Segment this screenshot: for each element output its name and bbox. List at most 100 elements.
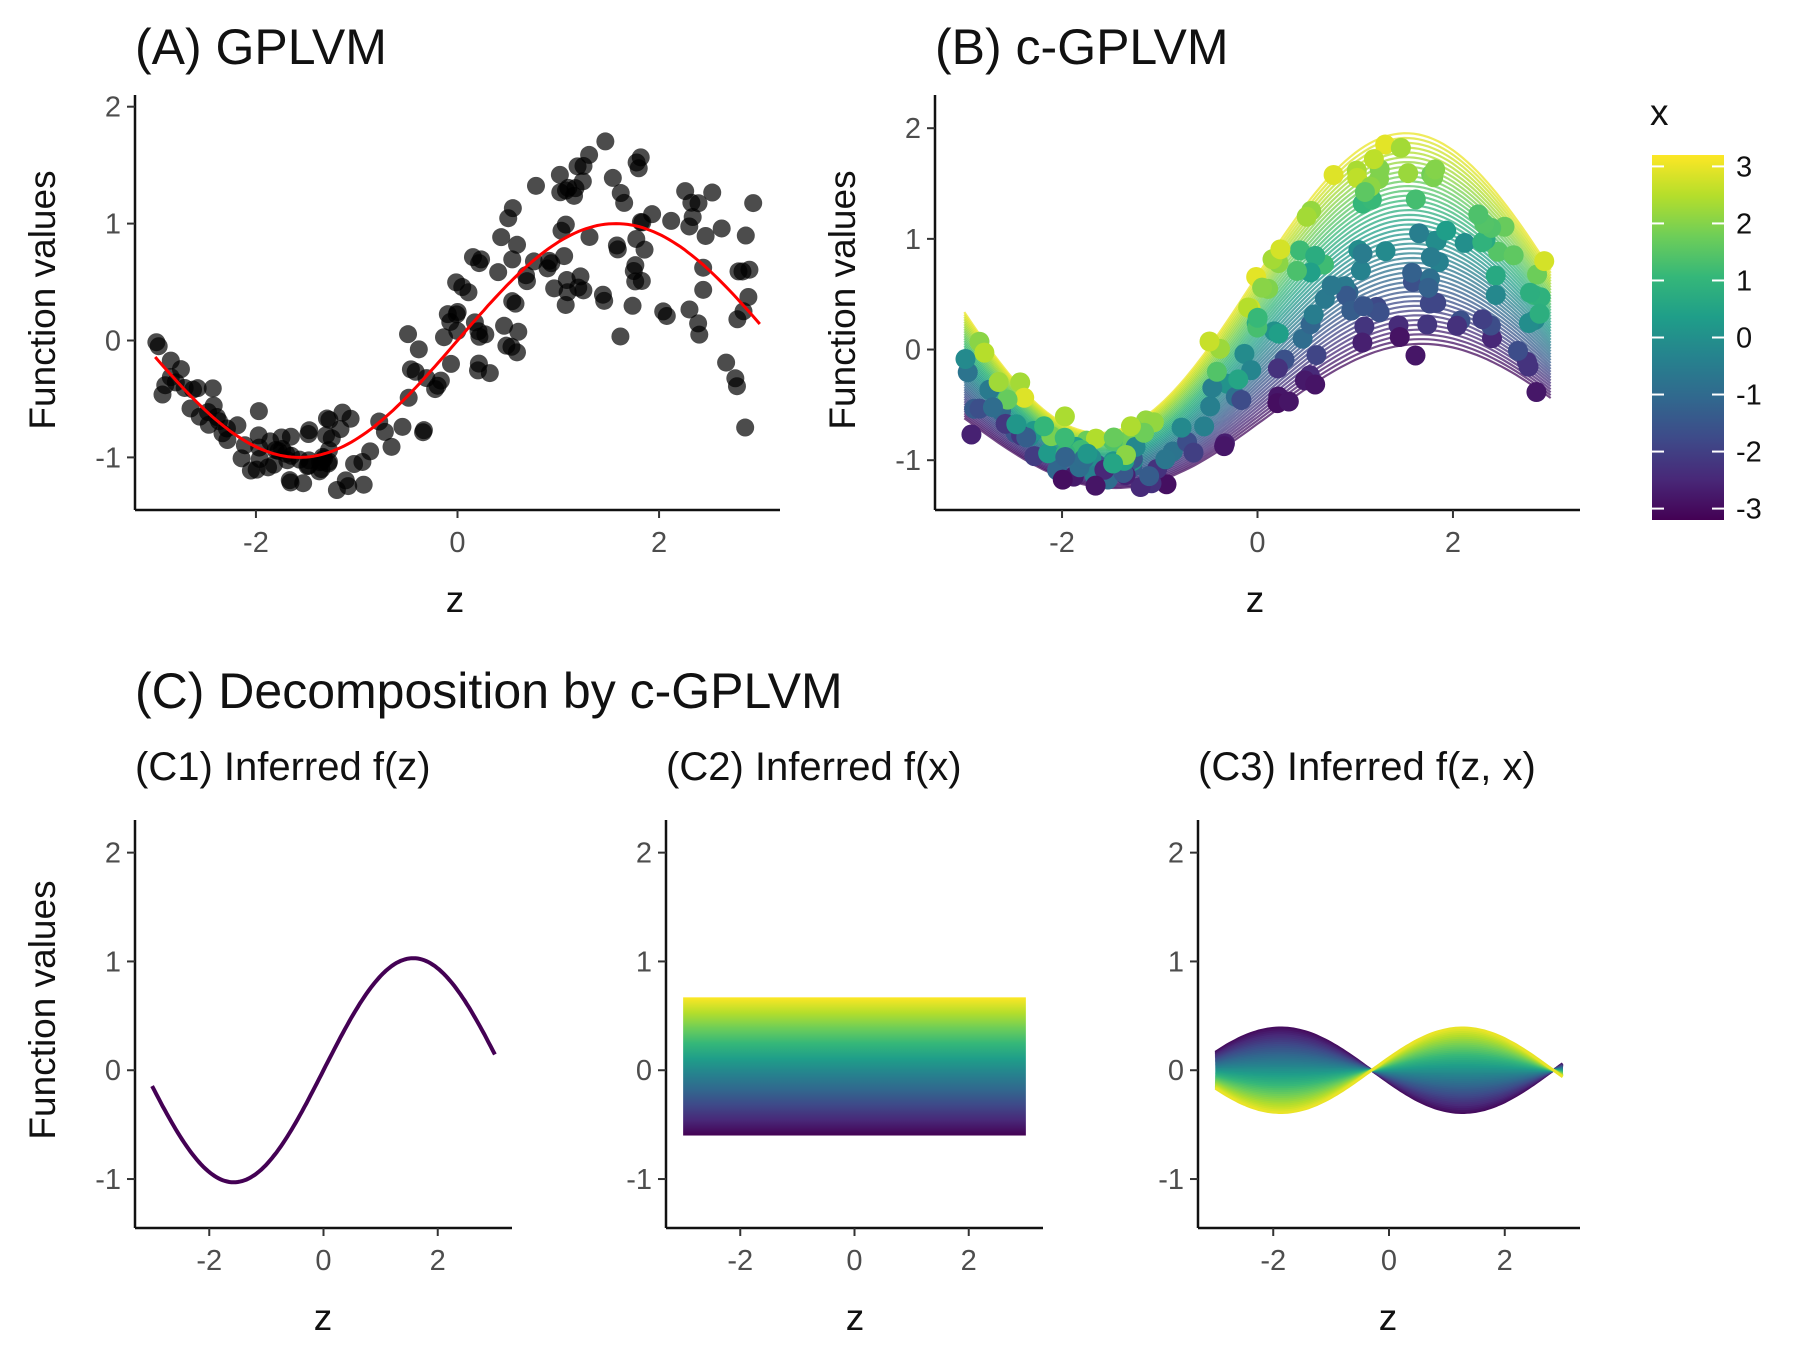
panel-a-x-label: z xyxy=(446,579,465,620)
data-point xyxy=(726,369,745,388)
data-point xyxy=(1425,159,1446,180)
data-point xyxy=(736,418,755,437)
data-point xyxy=(1267,358,1288,379)
data-point xyxy=(1488,241,1509,262)
data-point xyxy=(631,148,650,167)
panel-c1-axes: -2 0 2 -1 0 1 2 xyxy=(95,820,512,1277)
data-point xyxy=(739,287,758,306)
data-point xyxy=(1054,427,1075,448)
data-point xyxy=(1171,417,1192,438)
y-tick-label: 2 xyxy=(1168,838,1184,870)
data-point xyxy=(1472,232,1493,253)
x-tick-label: 2 xyxy=(651,527,667,559)
data-point xyxy=(1420,247,1441,268)
data-point xyxy=(1085,428,1106,449)
data-point xyxy=(1306,345,1327,366)
data-point xyxy=(506,294,525,313)
data-point xyxy=(499,209,518,228)
data-point xyxy=(469,322,488,341)
data-point xyxy=(1234,343,1255,364)
panel-b-axes: -2 0 2 -1 0 1 2 xyxy=(895,95,1580,559)
panel-b-x-label: z xyxy=(1246,579,1265,620)
data-point xyxy=(1103,453,1124,474)
data-point xyxy=(161,351,180,370)
data-point xyxy=(1472,309,1493,330)
data-point xyxy=(1303,304,1324,325)
legend-tick-label: -3 xyxy=(1736,494,1762,526)
data-point xyxy=(595,291,614,310)
panel-a-points xyxy=(147,132,763,500)
panel-c3-title: (C3) Inferred f(z, x) xyxy=(1198,745,1536,789)
data-point xyxy=(492,228,511,247)
panel-c2: z -2 0 2 -1 0 1 2 xyxy=(626,820,1043,1338)
panel-c1-y-label: Function values xyxy=(22,880,63,1139)
colorbar-legend: x 3 2 1 0 -1 -2 -3 xyxy=(1650,92,1762,526)
y-tick-label: 2 xyxy=(905,113,921,145)
data-point xyxy=(728,310,747,329)
data-point xyxy=(694,280,713,299)
panel-c-title: (C) Decomposition by c-GPLVM xyxy=(135,663,843,719)
x-tick-label: -2 xyxy=(196,1245,222,1277)
data-point xyxy=(596,132,615,151)
panel-a-axes: -2 0 2 -1 0 1 2 xyxy=(95,92,780,559)
data-point xyxy=(1014,387,1035,408)
x-tick-label: 2 xyxy=(430,1245,446,1277)
data-point xyxy=(382,437,401,456)
data-point xyxy=(1503,245,1524,266)
data-point xyxy=(1350,260,1371,281)
data-point xyxy=(1278,391,1299,412)
data-point xyxy=(988,372,1009,393)
x-tick-label: -2 xyxy=(1260,1245,1286,1277)
data-point xyxy=(1354,181,1375,202)
data-point xyxy=(611,327,630,346)
data-point xyxy=(203,379,222,398)
data-point xyxy=(399,325,418,344)
data-point xyxy=(1352,243,1373,264)
data-point xyxy=(580,227,599,246)
data-point xyxy=(571,267,590,286)
panel-c3-axes: -2 0 2 -1 0 1 2 xyxy=(1158,820,1580,1277)
data-point xyxy=(1375,241,1396,262)
panel-c1-x-label: z xyxy=(314,1297,333,1338)
data-point xyxy=(694,258,713,277)
data-point xyxy=(1321,275,1342,296)
y-tick-label: 1 xyxy=(905,224,921,256)
x-tick-label: 2 xyxy=(961,1245,977,1277)
data-point xyxy=(1409,223,1430,244)
data-point xyxy=(1231,389,1252,410)
data-point xyxy=(472,250,491,269)
panel-a-title: (A) GPLVM xyxy=(135,19,387,75)
data-point xyxy=(331,420,350,439)
data-point xyxy=(1139,466,1160,487)
data-point xyxy=(1389,327,1410,348)
data-point xyxy=(1352,332,1373,353)
data-point xyxy=(235,436,254,455)
data-point xyxy=(1077,443,1098,464)
data-point xyxy=(1446,315,1467,336)
data-point xyxy=(1010,372,1031,393)
data-point xyxy=(1405,345,1426,366)
data-point xyxy=(147,333,166,352)
panel-b-points xyxy=(955,134,1555,498)
legend-tick-label: 0 xyxy=(1736,323,1752,355)
data-point xyxy=(1296,206,1317,227)
data-point xyxy=(393,417,412,436)
data-point xyxy=(399,388,418,407)
y-tick-label: 1 xyxy=(105,209,121,241)
data-point xyxy=(508,235,527,254)
data-point xyxy=(1363,149,1384,170)
data-point xyxy=(218,431,237,450)
y-tick-label: -1 xyxy=(1158,1164,1184,1196)
data-point xyxy=(1155,449,1176,470)
y-tick-label: -1 xyxy=(626,1164,652,1196)
data-point xyxy=(1228,369,1249,390)
y-tick-label: 0 xyxy=(905,335,921,367)
legend-title: x xyxy=(1650,92,1669,133)
x-tick-label: 0 xyxy=(1249,527,1265,559)
data-point xyxy=(1305,374,1326,395)
data-point xyxy=(188,379,207,398)
data-point xyxy=(448,321,467,340)
data-point xyxy=(300,421,319,440)
y-tick-label: 0 xyxy=(1168,1055,1184,1087)
data-point xyxy=(1200,396,1221,417)
